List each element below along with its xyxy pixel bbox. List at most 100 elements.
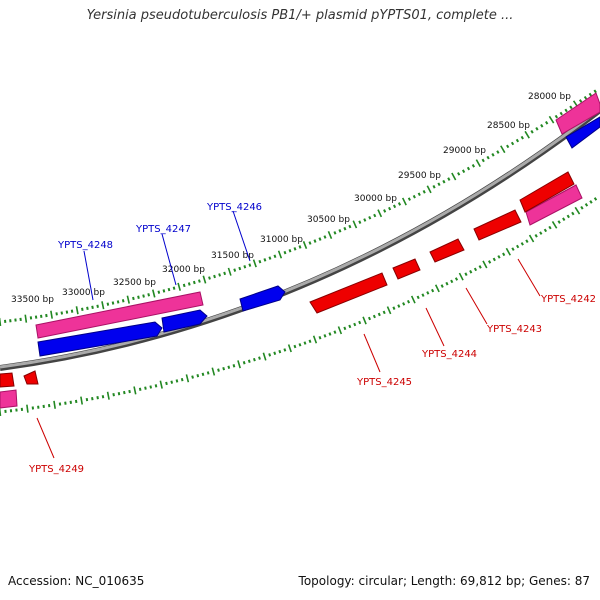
scale-tick-major — [26, 404, 29, 413]
scale-tick-major — [75, 306, 79, 315]
gene-label-YPTS_4245[interactable]: YPTS_4245 — [356, 377, 412, 388]
scale-tick-major — [524, 130, 530, 139]
gene-label-YPTS_4243[interactable]: YPTS_4243 — [486, 324, 542, 335]
scale-tick-major — [401, 197, 407, 206]
scale-tick-minor — [407, 197, 411, 201]
scale-tick-minor — [569, 105, 573, 110]
scale-tick-major — [548, 115, 555, 124]
gene-label-YPTS_4242[interactable]: YPTS_4242 — [540, 294, 596, 305]
scale-tick-minor — [248, 263, 252, 267]
gene-arrow-YPTS_4243[interactable] — [429, 238, 465, 263]
scale-tick-major — [434, 284, 440, 293]
gene-arrow-YPTS_4247[interactable] — [161, 309, 208, 333]
scale-tick-minor — [333, 231, 337, 235]
scale-tick-major — [352, 220, 358, 229]
forward-gene-labels: YPTS_4246 YPTS_4247 YPTS_4248 — [57, 202, 262, 301]
scale-tick-minor — [217, 368, 220, 372]
scale-tick-minor — [243, 265, 247, 269]
scale-label: 31500 bp — [211, 251, 254, 261]
map-title: Yersinia pseudotuberculosis PB1/+ plasmi… — [86, 8, 514, 23]
scale-tick-minor — [450, 279, 454, 284]
scale-tick-minor — [520, 242, 524, 246]
gene-label-YPTS_4248[interactable]: YPTS_4248 — [57, 240, 113, 251]
scale-tick-minor — [232, 364, 236, 368]
scale-tick-minor — [96, 396, 99, 400]
callout-line — [363, 333, 381, 373]
gene-arrow-YPTS_4242[interactable] — [473, 209, 522, 241]
gene-label-YPTS_4244[interactable]: YPTS_4244 — [421, 349, 477, 360]
scale-tick-major — [458, 272, 464, 281]
scale-tick-major — [177, 282, 181, 291]
scale-tick-minor — [473, 267, 478, 272]
scale-tick-minor — [268, 256, 272, 260]
scale-tick-minor — [298, 343, 302, 347]
scale-tick-minor — [516, 244, 520, 249]
scale-tick-minor — [343, 226, 347, 231]
scale-label: 29000 bp — [443, 146, 486, 156]
scale-tick-minor — [268, 353, 272, 357]
scale-tick-major — [262, 352, 267, 361]
scale-tick-minor — [65, 310, 69, 314]
gene-block-pink[interactable] — [525, 184, 583, 226]
scale-tick-minor — [60, 311, 64, 315]
forward-gene-track — [37, 116, 600, 357]
gene-label-YPTS_4249[interactable]: YPTS_4249 — [28, 464, 84, 475]
gene-arrow-YPTS_4246[interactable] — [239, 285, 286, 312]
scale-tick-minor — [397, 202, 402, 206]
scale-tick-minor — [288, 248, 292, 253]
scale-tick-minor — [116, 300, 120, 304]
scale-tick-minor — [338, 229, 342, 233]
scale-tick-major — [126, 295, 130, 304]
scale-tick-major — [101, 301, 105, 310]
scale-tick-minor — [437, 182, 441, 187]
scale-tick-minor — [392, 306, 396, 310]
scale-tick-minor — [497, 255, 501, 259]
scale-tick-minor — [106, 302, 110, 306]
scale-tick-minor — [593, 89, 597, 94]
gene-arrow-YPTS_4249[interactable] — [23, 370, 39, 385]
scale-tick-minor — [196, 373, 200, 378]
scale-tick-major — [185, 374, 190, 383]
gene-label-YPTS_4246[interactable]: YPTS_4246 — [206, 202, 262, 213]
scale-tick-major — [505, 247, 511, 256]
scale-label: 29500 bp — [398, 171, 441, 181]
gene-block-pink[interactable] — [35, 291, 204, 339]
scale-tick-minor — [402, 302, 406, 306]
scale-tick-minor — [457, 172, 461, 176]
scale-labels: 28000 bp 28500 bp 29000 bp 29500 bp 3000… — [11, 92, 571, 305]
scale-tick-minor — [440, 284, 444, 288]
scale-tick-minor — [170, 380, 174, 384]
scale-tick-major — [410, 295, 416, 304]
gene-block-pink[interactable] — [555, 92, 600, 135]
scale-tick-minor — [318, 335, 322, 340]
gene-arrow-YPTS_4244[interactable] — [392, 258, 421, 280]
scale-tick-minor — [421, 293, 425, 297]
scale-tick-minor — [593, 197, 598, 201]
scale-tick-minor — [406, 299, 411, 304]
gene-arrow-YPTS_4245[interactable] — [309, 272, 388, 314]
scale-tick-minor — [368, 215, 372, 220]
scale-tick-minor — [242, 361, 246, 365]
reverse-gene-labels: YPTS_4242 YPTS_4243 YPTS_4244 YPTS_4245 … — [28, 258, 596, 475]
scale-tick-minor — [343, 326, 347, 331]
gene-label-YPTS_4247[interactable]: YPTS_4247 — [135, 224, 191, 235]
scale-tick-major — [482, 260, 488, 269]
scale-tick-minor — [584, 203, 589, 207]
scale-tick-minor — [333, 330, 337, 334]
gene-arrow-reverse-left[interactable] — [0, 372, 15, 388]
scale-tick-minor — [273, 254, 277, 259]
accession-label: Accession: NC_010635 — [8, 574, 145, 588]
scale-tick-minor — [432, 184, 436, 189]
scale-tick-minor — [431, 288, 435, 293]
scale-tick-major — [528, 234, 535, 243]
scale-label: 28000 bp — [528, 92, 571, 102]
scale-tick-minor — [534, 234, 538, 238]
gene-arrow-reverse-top[interactable] — [519, 171, 575, 213]
gene-arrow-YPTS_4248[interactable] — [37, 321, 163, 357]
gene-block-pink[interactable] — [0, 389, 18, 409]
scale-tick-minor — [111, 301, 115, 305]
scale-tick-minor — [222, 366, 226, 371]
scale-tick-minor — [515, 138, 520, 143]
gene-arrow-forward-top[interactable] — [565, 116, 600, 149]
